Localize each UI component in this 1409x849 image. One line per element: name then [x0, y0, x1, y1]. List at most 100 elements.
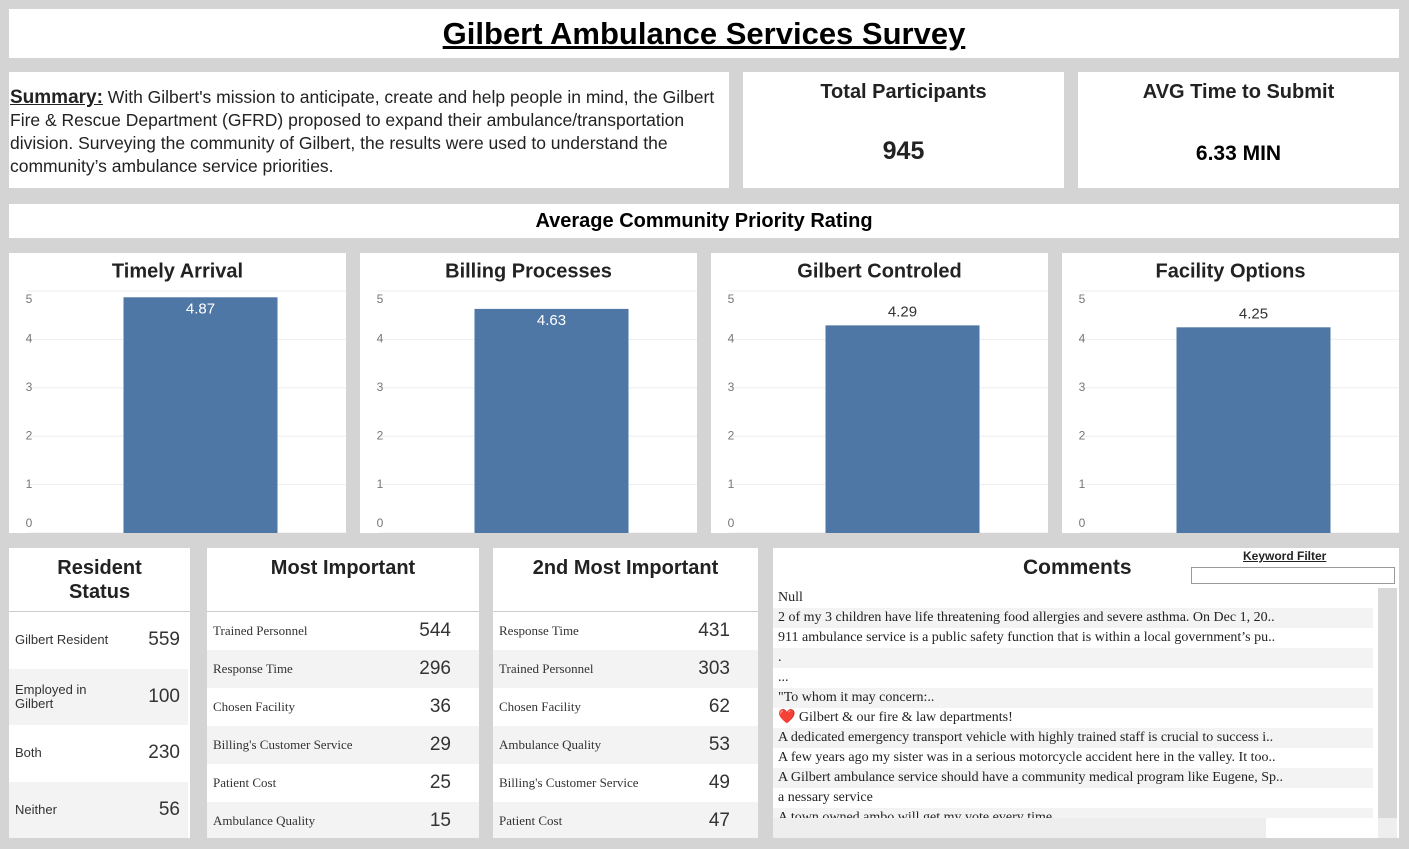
table-row: Neither 56 — [9, 781, 188, 838]
y-tick-label: 2 — [728, 428, 735, 442]
row-value: 53 — [708, 734, 730, 755]
value-label: 4.63 — [537, 312, 566, 329]
row-label: Response Time — [213, 661, 293, 676]
y-tick-label: 2 — [26, 428, 33, 442]
section-title: Average Community Priority Rating — [535, 210, 873, 232]
y-tick-label: 5 — [728, 292, 735, 306]
table-row: Ambulance Quality 15 — [207, 802, 479, 838]
table-title: Resident Status — [57, 557, 142, 603]
bar — [474, 308, 629, 533]
header: Gilbert Ambulance Services Survey — [9, 9, 1399, 58]
comment: ❤️ Gilbert & our fire & law departments! — [773, 708, 1373, 728]
y-tick-label: 4 — [377, 332, 384, 346]
table: Most Important Trained Personnel 544 Respon… — [207, 548, 479, 838]
row-label: Response Time — [499, 623, 579, 638]
row-value: 100 — [148, 685, 180, 707]
row-value: 36 — [429, 696, 451, 717]
divider — [207, 611, 479, 612]
section: Average Community Priority Rating — [9, 204, 1399, 238]
y-tick-label: 5 — [377, 292, 384, 306]
y-tick-label: 3 — [377, 380, 384, 394]
chart-title: Gilbert Controled — [797, 260, 961, 282]
bar-chart: Gilbert Controled 0 1 2 3 4 5 4.29 — [711, 253, 1048, 533]
row-value: 15 — [429, 810, 451, 831]
table-title: Most Important — [270, 557, 416, 579]
row-label: Patient Cost — [213, 775, 277, 790]
h-scrollbar — [773, 818, 1266, 838]
y-tick-label: 0 — [1079, 516, 1086, 530]
row-label: Neither — [15, 801, 57, 817]
bar — [825, 325, 980, 533]
bar — [1176, 327, 1331, 533]
kpi: AVG Time to Submit 6.33 MIN — [1078, 72, 1399, 188]
table-row: Billing's Customer Service 29 — [207, 726, 479, 764]
row-label: Trained Personnel — [213, 623, 308, 638]
scroll-thumb[interactable] — [1378, 588, 1397, 818]
filter-input[interactable] — [1191, 567, 1395, 584]
row-value: 296 — [419, 658, 451, 679]
table: 2nd Most Important Response Time 431 Traine… — [493, 548, 758, 838]
divider — [493, 611, 758, 612]
chart-title: Timely Arrival — [112, 260, 243, 282]
y-tick-label: 4 — [26, 332, 33, 346]
y-tick-label: 1 — [728, 477, 735, 491]
y-tick-label: 2 — [377, 428, 384, 442]
row-label: Patient Cost — [499, 813, 563, 828]
divider — [9, 611, 190, 612]
row-value: 49 — [708, 772, 730, 793]
row-value: 56 — [158, 798, 180, 820]
comment: Null — [773, 588, 1373, 608]
kpi-value: 945 — [882, 137, 925, 165]
row-label: Employed in Gilbert — [15, 681, 87, 711]
y-tick-label: 1 — [26, 477, 33, 491]
title: Gilbert Ambulance Services Survey — [442, 16, 966, 51]
comment: A dedicated emergency transport vehicle … — [773, 728, 1373, 748]
value-label: 4.29 — [888, 303, 917, 320]
chart-title: Facility Options — [1155, 260, 1305, 282]
row-value: 559 — [148, 629, 180, 651]
bar-chart: Timely Arrival 0 1 2 3 4 5 4.87 — [9, 253, 346, 533]
row-value: 29 — [429, 734, 451, 755]
comment: A few years ago my sister was in a serio… — [773, 748, 1373, 768]
row-label: Billing's Customer Service — [499, 775, 639, 790]
row-label: Trained Personnel — [499, 661, 594, 676]
y-tick-label: 4 — [728, 332, 735, 346]
value-label: 4.25 — [1239, 305, 1268, 322]
table-row: Trained Personnel 303 — [493, 650, 758, 688]
comments-title: Comments — [1023, 556, 1132, 579]
y-tick-label: 1 — [377, 477, 384, 491]
comment: "To whom it may concern:.. — [773, 688, 1373, 708]
row-label: Gilbert Resident — [15, 632, 109, 648]
y-tick-label: 2 — [1079, 428, 1086, 442]
row-label: Ambulance Quality — [499, 737, 602, 752]
table-row: Chosen Facility 36 — [207, 688, 479, 726]
kpi-title: Total Participants — [820, 81, 987, 103]
y-tick-label: 0 — [377, 516, 384, 530]
row-value: 230 — [148, 742, 180, 764]
comment: . — [773, 648, 1373, 668]
y-tick-label: 5 — [26, 292, 33, 306]
y-tick-label: 4 — [1079, 332, 1086, 346]
row-value: 431 — [698, 620, 730, 641]
y-tick-label: 5 — [1079, 292, 1086, 306]
table-row: Chosen Facility 62 — [493, 688, 758, 726]
summary-label: Summary: — [10, 87, 103, 108]
table-row: Trained Personnel 544 — [207, 612, 479, 650]
comments: Comments Keyword Filter Null 2 of my 3 ch… — [773, 548, 1399, 838]
kpi-title: AVG Time to Submit — [1142, 81, 1335, 103]
y-tick-label: 1 — [1079, 477, 1086, 491]
row-label: Billing's Customer Service — [213, 737, 353, 752]
comment-list[interactable]: Null 2 of my 3 children have life threate… — [773, 588, 1378, 818]
bar-chart: Facility Options 0 1 2 3 4 5 4.25 — [1062, 253, 1399, 533]
table-row: Billing's Customer Service 49 — [493, 764, 758, 802]
bar — [123, 297, 278, 533]
summary-text: Summary: With Gilbert's mission to antic… — [9, 72, 729, 178]
kpi-value: 6.33 MIN — [1195, 142, 1282, 165]
row-value: 544 — [419, 620, 451, 641]
table-row: Patient Cost 47 — [493, 802, 758, 838]
row-label: Chosen Facility — [213, 699, 295, 714]
y-tick-label: 3 — [1079, 380, 1086, 394]
value-label: 4.87 — [186, 300, 215, 317]
comment: 911 ambulance service is a public safety… — [773, 628, 1373, 648]
